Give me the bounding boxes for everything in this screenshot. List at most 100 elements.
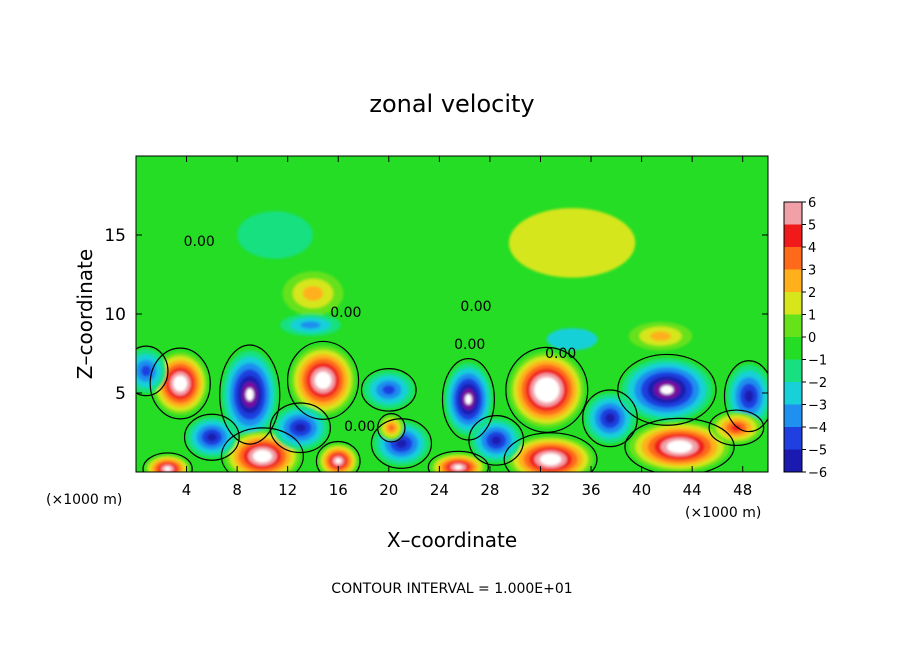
velocity-level bbox=[164, 466, 171, 471]
colorbar-swatch bbox=[784, 292, 802, 315]
velocity-cell bbox=[470, 418, 522, 463]
x-tick-label: 24 bbox=[430, 481, 449, 499]
velocity-cell bbox=[628, 421, 731, 472]
velocity-level bbox=[542, 385, 552, 395]
velocity-cell bbox=[621, 358, 713, 422]
velocity-cell bbox=[508, 351, 585, 428]
velocity-cell bbox=[186, 416, 238, 458]
velocity-level bbox=[604, 413, 616, 424]
zero-contour bbox=[315, 440, 361, 472]
velocity-cell bbox=[363, 370, 415, 409]
velocity-level bbox=[335, 458, 342, 464]
velocity-cell bbox=[282, 271, 344, 316]
contour-label: 0.00 bbox=[460, 299, 491, 315]
velocity-cell bbox=[237, 211, 313, 259]
colorbar-swatch bbox=[784, 269, 802, 292]
colorbar-swatch bbox=[784, 247, 802, 270]
colorbar-swatch bbox=[784, 224, 802, 247]
colorbar-swatch bbox=[784, 449, 802, 472]
velocity-level bbox=[559, 333, 585, 345]
plot-area: 0.00 0.00 0.00 0.00 0.00 0.00 bbox=[135, 155, 769, 473]
velocity-cell bbox=[508, 208, 636, 278]
y-tick-label: 15 bbox=[104, 226, 126, 246]
velocity-cell bbox=[378, 415, 404, 441]
colorbar-label: −4 bbox=[808, 421, 827, 436]
x-unit-right: (×1000 m) bbox=[685, 505, 761, 521]
zero-contour bbox=[582, 389, 638, 448]
velocity-level bbox=[141, 365, 152, 377]
velocity-level bbox=[731, 424, 742, 431]
x-tick-label: 48 bbox=[733, 481, 752, 499]
velocity-level bbox=[206, 433, 217, 442]
zero-contour bbox=[136, 345, 169, 397]
velocity-level bbox=[245, 388, 254, 401]
velocity-cell bbox=[221, 350, 278, 439]
colorbar-label: −3 bbox=[808, 399, 827, 414]
colorbar-swatch bbox=[784, 427, 802, 450]
contour-label: 0.00 bbox=[545, 346, 576, 362]
zero-contour bbox=[723, 360, 768, 433]
zero-contour bbox=[220, 427, 304, 472]
velocity-cell bbox=[430, 453, 487, 472]
velocity-level bbox=[318, 376, 328, 385]
velocity-level bbox=[673, 443, 686, 450]
colorbar-label: 2 bbox=[808, 286, 816, 301]
x-tick-label: 28 bbox=[480, 481, 499, 499]
zero-contour bbox=[183, 413, 240, 461]
colorbar: 6 5 4 3 2 1 0 −1 −2 −3 −4 −5 −6 bbox=[783, 196, 827, 481]
velocity-cell bbox=[584, 393, 636, 444]
zero-contour bbox=[617, 353, 717, 426]
velocity-level bbox=[744, 389, 754, 403]
velocity-level bbox=[268, 231, 282, 239]
velocity-level bbox=[660, 385, 674, 395]
velocity-cell bbox=[290, 345, 356, 416]
velocity-cell bbox=[136, 348, 167, 393]
colorbar-swatch bbox=[784, 314, 802, 337]
velocity-cell bbox=[726, 364, 768, 428]
zero-contour bbox=[377, 413, 406, 443]
contour-label: 0.00 bbox=[330, 305, 361, 321]
zero-contour bbox=[286, 340, 360, 420]
velocity-level bbox=[548, 229, 596, 256]
velocity-cell bbox=[144, 454, 191, 472]
colorbar-swatch bbox=[784, 382, 802, 405]
velocity-level bbox=[176, 379, 184, 388]
velocity-level bbox=[382, 385, 396, 395]
colorbar-label: 6 bbox=[808, 196, 816, 211]
x-tick-label: 12 bbox=[278, 481, 297, 499]
colorbar-swatch bbox=[784, 202, 802, 225]
zero-contour bbox=[360, 368, 417, 412]
y-axis: 5 10 15 bbox=[104, 226, 768, 404]
y-tick-label: 10 bbox=[104, 305, 126, 325]
chart-title: zonal velocity bbox=[369, 90, 534, 118]
y-axis-label: Z–coordinate bbox=[73, 249, 97, 379]
colorbar-swatch bbox=[784, 359, 802, 382]
zero-contour bbox=[468, 415, 525, 466]
x-tick-label: 16 bbox=[329, 481, 348, 499]
zero-contour bbox=[219, 344, 281, 445]
contour-label: 0.00 bbox=[184, 234, 215, 250]
velocity-cell bbox=[507, 435, 594, 472]
colorbar-swatch bbox=[784, 404, 802, 427]
colorbar-label: −5 bbox=[808, 444, 827, 459]
zero-contour bbox=[149, 347, 211, 420]
colorbar-swatch bbox=[784, 337, 802, 360]
velocity-level bbox=[302, 286, 324, 301]
x-tick-label: 44 bbox=[683, 481, 702, 499]
contour-label: 0.00 bbox=[454, 337, 485, 353]
contour-interval-note: CONTOUR INTERVAL = 1.000E+01 bbox=[331, 581, 572, 597]
colorbar-label: 1 bbox=[808, 309, 816, 324]
colorbar-label: 3 bbox=[808, 264, 816, 279]
velocity-level bbox=[650, 331, 672, 341]
x-tick-label: 36 bbox=[581, 481, 600, 499]
colorbar-label: −2 bbox=[808, 376, 827, 391]
velocity-level bbox=[491, 435, 502, 445]
zero-contour bbox=[427, 450, 489, 472]
zero-contour bbox=[708, 409, 765, 447]
velocity-cell bbox=[711, 411, 762, 444]
x-tick-label: 40 bbox=[632, 481, 651, 499]
velocity-level bbox=[388, 424, 395, 431]
x-tick-label: 8 bbox=[232, 481, 242, 499]
velocity-cell bbox=[628, 321, 693, 351]
